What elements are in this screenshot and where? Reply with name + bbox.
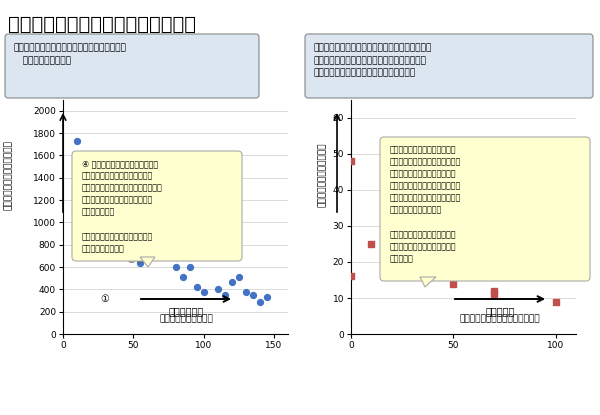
FancyBboxPatch shape <box>72 151 242 261</box>
Point <box>86 171 96 178</box>
Text: 重要要因の問題との相関評価散布図: 重要要因の問題との相関評価散布図 <box>8 15 196 34</box>
Text: 無計画な教育訓練によって、設備の調整・トラブ
ルの未然防止できる人が育っていないため、設
備など停止回数が増え、納期が遅れるか？: 無計画な教育訓練によって、設備の調整・トラブ ルの未然防止できる人が育っていない… <box>314 43 432 78</box>
Point <box>220 292 230 298</box>
Point <box>178 274 187 281</box>
Point <box>171 264 181 271</box>
Point <box>199 288 208 295</box>
Point <box>96 206 106 212</box>
FancyBboxPatch shape <box>380 137 590 281</box>
Text: ④ 生産計画の柔軟性が高いと期間
　内の在庫変動幅（最大－最小）
　小さくなり、欠品リスクが下がる。
　欠品が少なくなれば納期遅延が
　少なくなる。

　平準化: ④ 生産計画の柔軟性が高いと期間 内の在庫変動幅（最大－最小） 小さくなり、欠品… <box>82 159 163 253</box>
Point <box>346 273 356 280</box>
Point <box>262 294 272 300</box>
Point <box>100 205 110 211</box>
Point <box>128 246 138 253</box>
Point <box>248 292 257 298</box>
Point <box>490 291 499 298</box>
Point <box>397 255 407 261</box>
Point <box>140 246 149 253</box>
Polygon shape <box>420 277 436 287</box>
Point <box>551 298 560 305</box>
Point <box>82 169 92 176</box>
Text: （作業者に占める熟練者の割合）: （作業者に占める熟練者の割合） <box>460 314 541 323</box>
Text: （生産計画の柔軟性）: （生産計画の柔軟性） <box>159 314 213 323</box>
Point <box>192 284 202 290</box>
Text: 熟練者割合: 熟練者割合 <box>485 306 515 316</box>
Point <box>367 241 376 247</box>
Point <box>121 232 131 239</box>
Point <box>448 280 458 287</box>
FancyBboxPatch shape <box>5 34 259 98</box>
Point <box>115 221 124 228</box>
Text: 知識と経験のある熟練者が多い
ときほど、設備の調整やトラブル
未然防止ができて、整備停止回
数は少なくなり、稼働率が高くな
って生産が間に合うようになって
納期: 知識と経験のある熟練者が多い ときほど、設備の調整やトラブル 未然防止ができて、… <box>390 145 461 264</box>
Point <box>448 269 458 276</box>
Point <box>241 288 251 295</box>
Point <box>136 259 145 266</box>
Text: １日あたりの設備停止回数: １日あたりの設備停止回数 <box>317 143 326 207</box>
Text: 在庫の変動幅（欠品リスク）: 在庫の変動幅（欠品リスク） <box>4 140 13 210</box>
Text: 月末集中型に対応した平準化生産のできないと
   納期遅れとなるか？: 月末集中型に対応した平準化生産のできないと 納期遅れとなるか？ <box>14 43 127 65</box>
Point <box>72 138 82 144</box>
Point <box>490 288 499 294</box>
Point <box>157 253 166 259</box>
Text: ②③: ②③ <box>126 255 145 265</box>
Point <box>91 191 100 198</box>
Polygon shape <box>140 257 155 267</box>
Point <box>213 286 223 293</box>
Point <box>397 186 407 193</box>
Point <box>185 264 194 271</box>
FancyBboxPatch shape <box>305 34 593 98</box>
Point <box>255 298 265 305</box>
Point <box>397 205 407 211</box>
Point <box>107 183 117 190</box>
Point <box>76 154 86 161</box>
Point <box>346 158 356 164</box>
Text: 平準化計画力: 平準化計画力 <box>169 306 203 316</box>
Point <box>227 278 236 285</box>
Point <box>397 262 407 269</box>
Text: ①: ① <box>100 294 109 304</box>
Point <box>145 244 155 250</box>
Point <box>234 274 244 281</box>
